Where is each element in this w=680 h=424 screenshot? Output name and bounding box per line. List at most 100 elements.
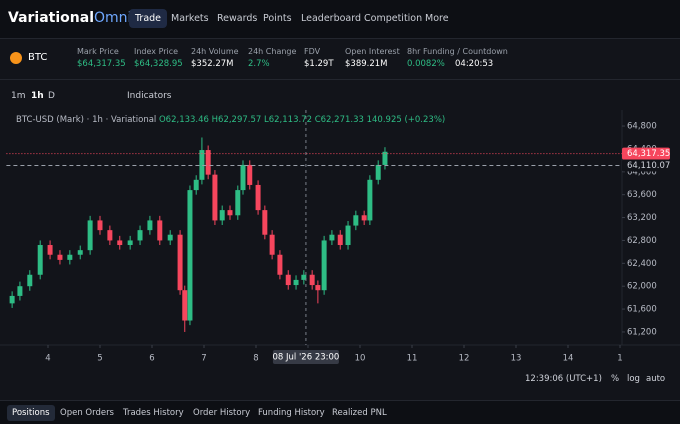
candle-body <box>17 286 23 296</box>
candle-body <box>247 164 253 185</box>
candle-body <box>367 179 373 221</box>
y-tick-label: 62,800 <box>627 236 657 246</box>
stat-label: 24h Volume <box>191 47 239 56</box>
candle-body <box>269 234 275 255</box>
stat-value: $1.29T <box>304 59 334 69</box>
y-tick-label: 63,600 <box>627 190 657 200</box>
brand-suffix: Omni <box>94 10 132 26</box>
x-tick-label: 12 <box>459 354 470 364</box>
top-nav: VariationalOmni Trade Markets Rewards Point… <box>0 0 680 39</box>
y-tick-label: 61,600 <box>627 305 657 315</box>
price-label-bg <box>622 159 670 172</box>
indicators-button[interactable]: Indicators <box>127 91 172 101</box>
y-tick-label: 62,000 <box>627 282 657 292</box>
candle-body <box>255 184 261 211</box>
candle-body <box>147 220 153 231</box>
candle-body <box>67 254 73 260</box>
candle-body <box>47 245 53 255</box>
scale-option[interactable]: % <box>611 374 620 384</box>
candle-body <box>157 220 163 241</box>
nav-item[interactable]: Leaderboard <box>301 13 362 24</box>
nav-item[interactable]: Rewards <box>217 13 258 24</box>
y-tick-label: 64,800 <box>627 122 657 132</box>
nav-item[interactable]: Trade <box>129 9 168 28</box>
stat-label: Mark Price <box>77 47 119 56</box>
candle-body <box>219 210 225 221</box>
x-tick-label: 1 <box>617 354 622 364</box>
tab[interactable]: Funding History <box>258 408 325 418</box>
candle-body <box>301 274 307 280</box>
symbol[interactable]: BTC <box>28 52 48 63</box>
candle-body <box>293 279 299 286</box>
y-tick-label: 64,000 <box>627 167 657 177</box>
candle-body <box>177 234 183 291</box>
candle-body <box>262 210 268 235</box>
x-tick-label: 6 <box>149 354 154 364</box>
stat-value: 0.0082% <box>407 59 445 69</box>
candle-body <box>240 164 246 191</box>
legend-open: O62,133.46 <box>158 115 209 125</box>
candle-body <box>193 179 199 191</box>
tab[interactable]: Positions <box>7 405 55 421</box>
candle-body <box>137 230 143 241</box>
crosshair-label-bg <box>272 350 339 364</box>
interval[interactable]: 1m <box>11 91 26 101</box>
nav-item[interactable]: More <box>425 13 449 24</box>
x-tick-label: 14 <box>563 354 574 364</box>
btc-icon <box>10 52 22 64</box>
nav-item[interactable]: Markets <box>171 13 209 24</box>
stat-label: Index Price <box>134 47 179 56</box>
price-label: 64,317.35 <box>627 149 670 159</box>
x-tick-label: 13 <box>511 354 522 364</box>
brand-name: Variational <box>8 10 94 26</box>
candle-body <box>87 220 93 251</box>
candle-body <box>375 164 381 180</box>
interval[interactable]: D <box>48 91 55 101</box>
legend-close: C62,271.33 <box>314 115 364 125</box>
legend-name: BTC-USD (Mark) · 1h · Variational <box>16 115 157 125</box>
candle-body <box>277 254 283 275</box>
candle-body <box>127 240 133 246</box>
stat-label: FDV <box>304 47 321 56</box>
stat-label: 24h Change <box>248 47 297 56</box>
candle-body <box>361 215 367 221</box>
crosshair-label: 08 Jul '26 23:00 <box>273 353 340 363</box>
tab[interactable]: Realized PNL <box>332 408 387 418</box>
legend-high: H62,297.57 <box>211 115 262 125</box>
candle-body <box>315 285 321 291</box>
candle-body <box>9 295 15 304</box>
scale-option[interactable]: auto <box>646 374 666 384</box>
x-tick-label: 8 <box>253 354 258 364</box>
stat-value: $64,328.95 <box>134 59 183 69</box>
candle-body <box>37 245 43 275</box>
legend-change: 140.925 (+0.23%) <box>366 115 446 125</box>
nav-item[interactable]: Points <box>263 13 292 24</box>
scale-option[interactable]: log <box>627 374 640 384</box>
tab[interactable]: Order History <box>193 408 251 418</box>
y-tick-label: 61,200 <box>627 327 657 337</box>
stat-value: $389.21M <box>345 59 388 69</box>
stat-value: 2.7% <box>248 59 270 69</box>
candle-body <box>285 274 291 286</box>
nav-item[interactable]: Competition <box>364 13 423 24</box>
tab[interactable]: Open Orders <box>60 408 114 418</box>
price-label: 64,110.07 <box>627 161 670 171</box>
brand: VariationalOmni <box>8 10 131 26</box>
candle-body <box>309 274 315 286</box>
interval[interactable]: 1h <box>31 91 44 101</box>
x-tick-label: 7 <box>201 354 206 364</box>
candle-body <box>321 240 327 291</box>
candle-body <box>345 225 351 246</box>
candle-body <box>337 234 343 246</box>
candle-body <box>205 150 211 175</box>
candle-body <box>187 190 193 321</box>
candle-body <box>227 210 233 216</box>
stat-value: $64,317.35 <box>77 59 126 69</box>
ohlc-legend: BTC-USD (Mark) · 1h · Variational O62,13… <box>16 115 445 125</box>
bottom-tabs: Positions Open Orders Trades History Order … <box>0 400 680 424</box>
tab[interactable]: Trades History <box>123 408 184 418</box>
stat-label: Open Interest <box>345 47 400 56</box>
y-tick-label: 63,200 <box>627 213 657 223</box>
